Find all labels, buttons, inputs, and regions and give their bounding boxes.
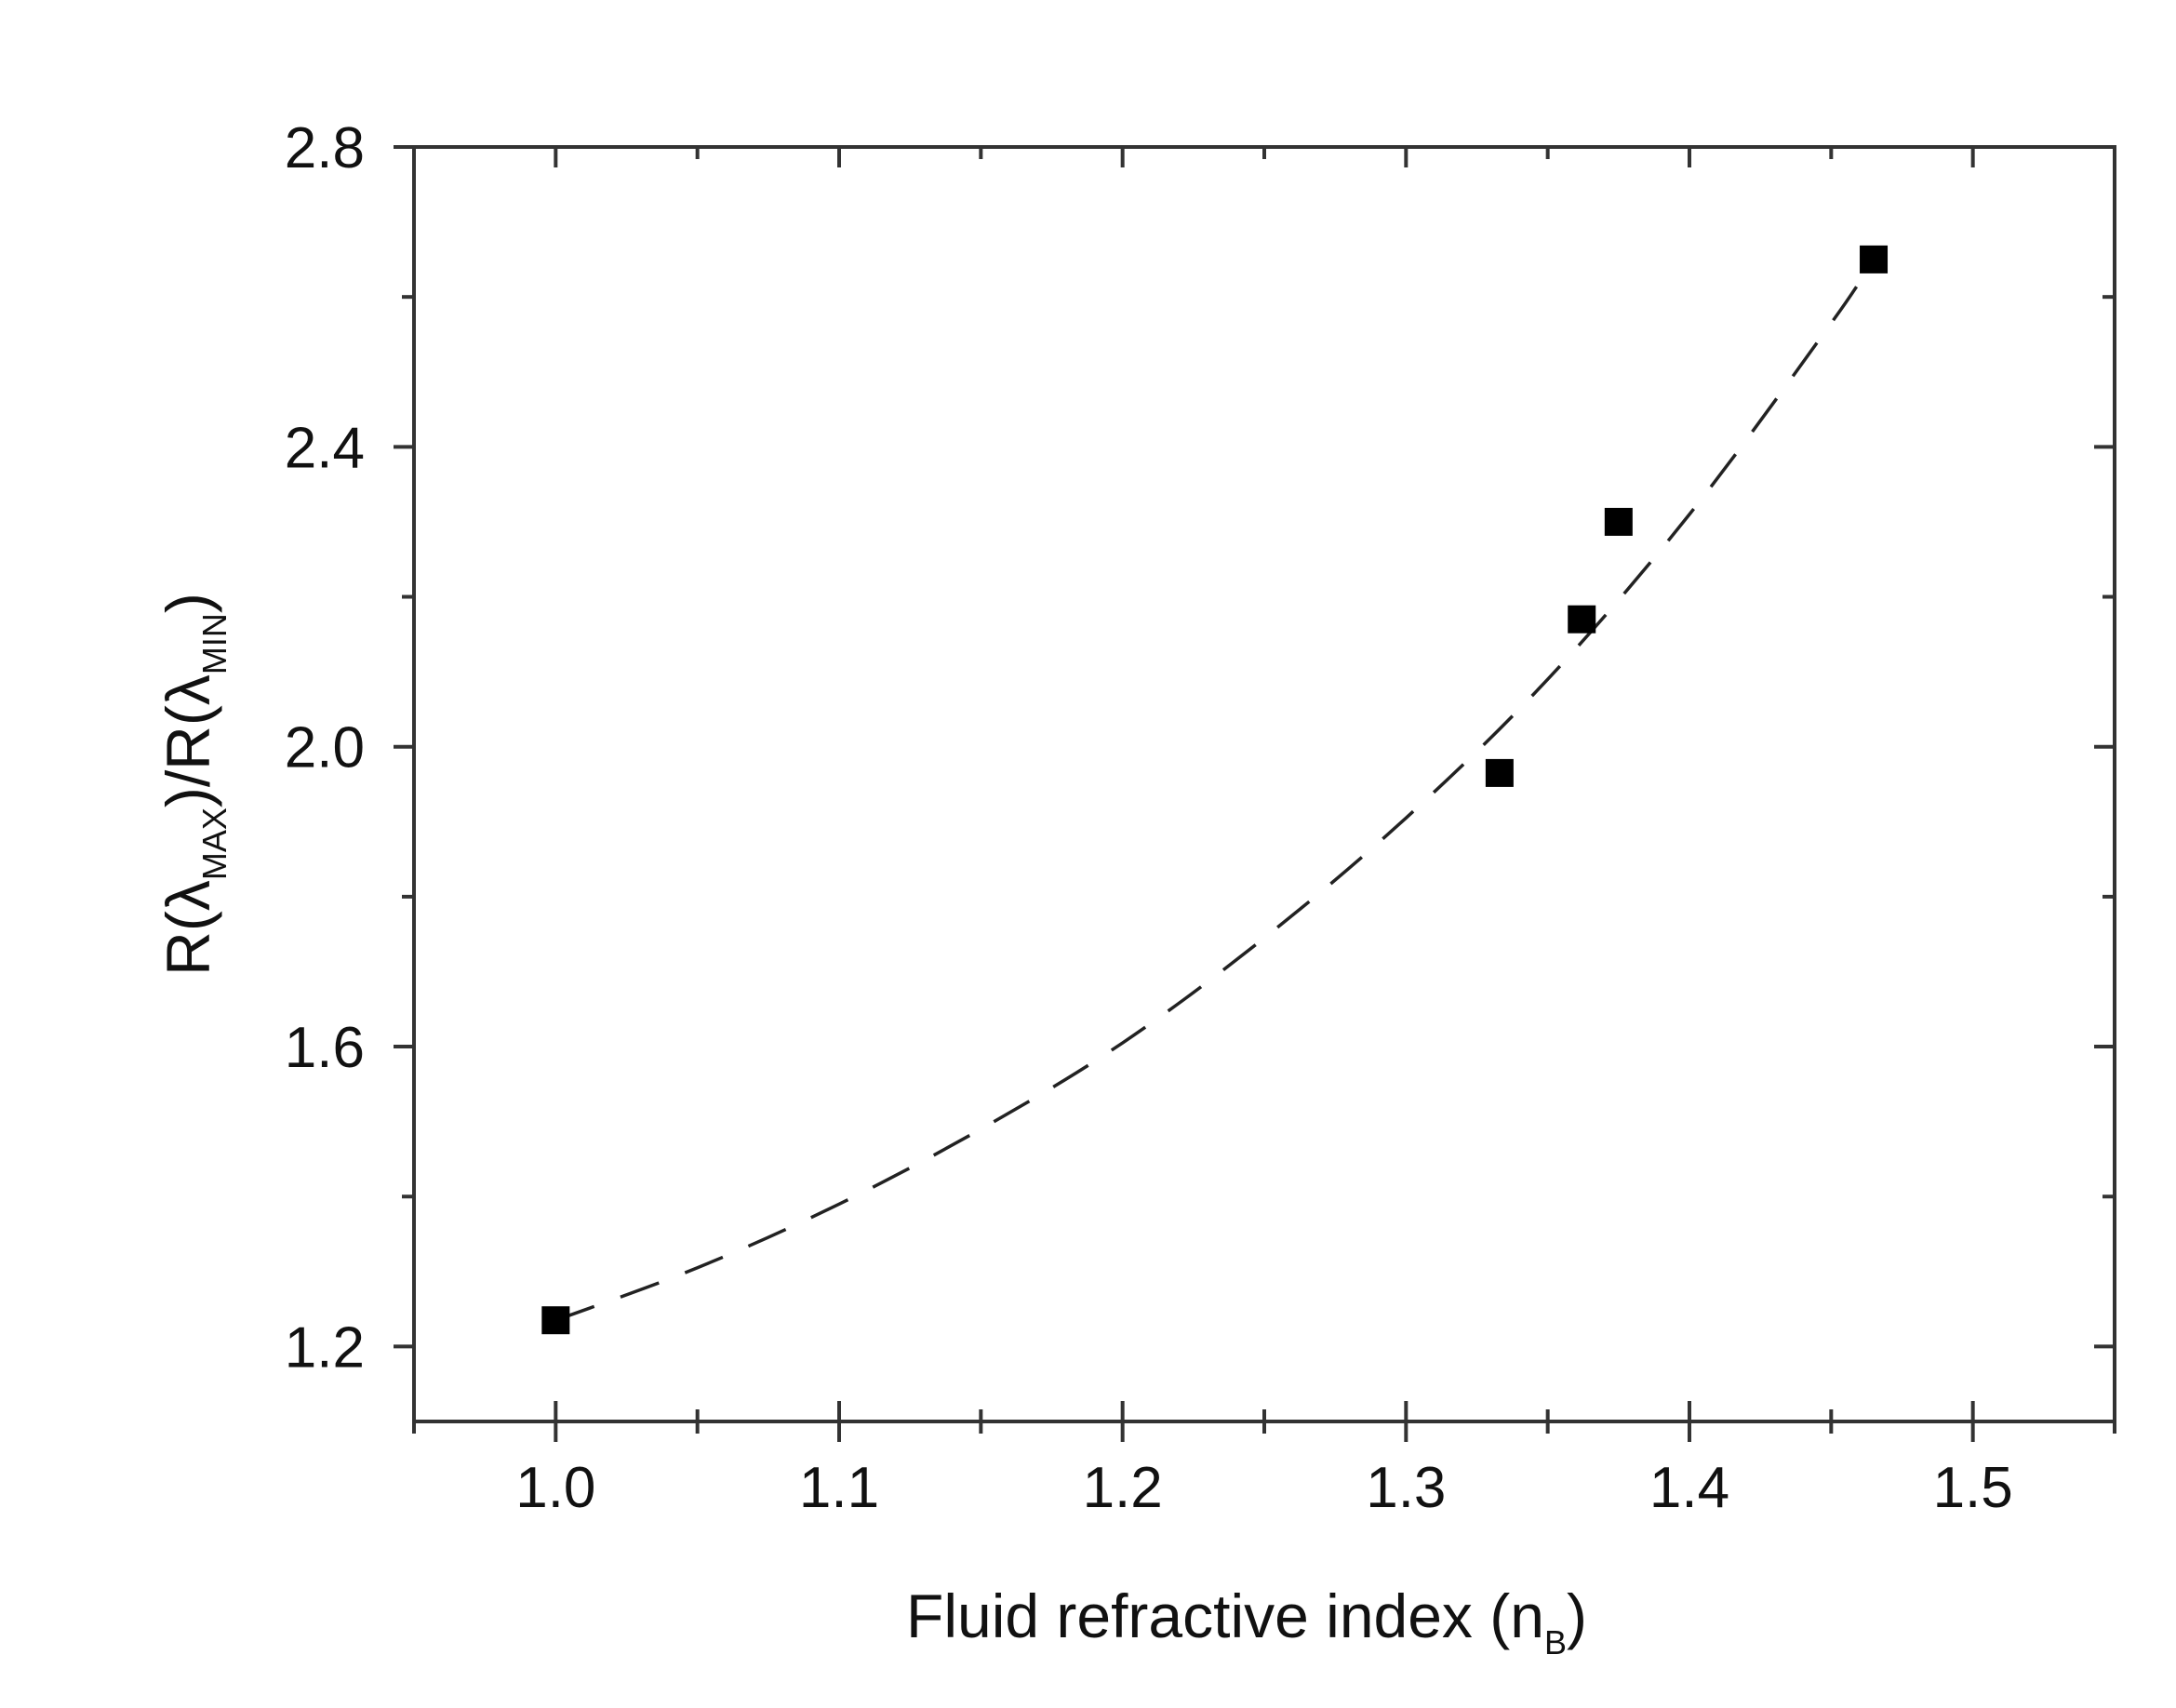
data-point [1568,605,1596,634]
y-axis-title-sub2: MIN [195,613,234,674]
y-tick-label: 1.6 [285,1016,365,1080]
y-axis-title-part3: ) [154,593,222,613]
x-tick-label: 1.4 [1649,1456,1729,1520]
y-tick-label: 1.2 [285,1315,365,1380]
x-tick-label: 1.3 [1366,1456,1446,1520]
data-point [541,1306,570,1335]
x-axis-title-sub: B [1544,1623,1567,1661]
y-axis-title-sub1: MAX [195,807,234,880]
data-point [1604,507,1633,536]
y-axis-title: R(λMAX)/R(λMIN) [154,593,234,976]
data-point [1860,245,1889,274]
x-tick-label: 1.1 [799,1456,879,1520]
y-axis-title-part1: R(λ [154,880,222,976]
x-axis-title: Fluid refractive index (nB) [906,1581,1587,1661]
y-tick-label: 2.8 [285,116,365,180]
tick-layer [394,145,2116,1442]
y-tick-label: 2.0 [285,716,365,781]
x-tick-label: 1.5 [1933,1456,2013,1520]
y-tick-labels: 1.2 1.6 2.0 2.4 2.8 [285,116,365,1380]
y-axis-title-part2: )/R(λ [154,674,222,807]
x-tick-labels: 1.0 1.1 1.2 1.3 1.4 1.5 [515,1456,2013,1520]
x-axis-title-main: Fluid refractive index (n [906,1581,1544,1650]
x-tick-label: 1.2 [1083,1456,1163,1520]
x-tick-label: 1.0 [515,1456,595,1520]
data-point [1485,758,1514,787]
fit-curve-layer [554,258,1876,1322]
y-tick-label: 2.4 [285,416,365,480]
fit-curve [554,258,1876,1322]
plot-frame [412,145,2116,1423]
x-axis-title-close: ) [1567,1581,1587,1650]
data-points [541,245,1889,1335]
